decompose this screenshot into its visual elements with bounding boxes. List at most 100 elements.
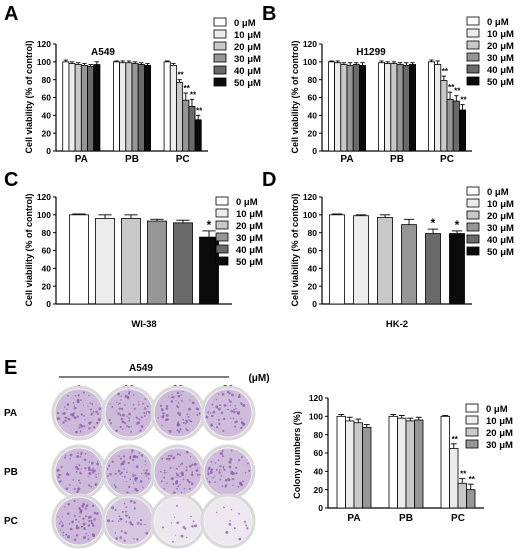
colony-dot [175, 400, 177, 402]
colony-dot [171, 522, 173, 524]
colony-dot [133, 507, 136, 510]
legend-swatch [215, 208, 229, 218]
colony-dot [223, 468, 226, 471]
colony-dot [63, 412, 66, 415]
colony-dot [189, 399, 191, 401]
colony-dot [64, 456, 67, 459]
bar [334, 62, 342, 152]
colony-dot [176, 453, 179, 456]
colony-dot [237, 395, 241, 399]
colony-dot [108, 418, 111, 422]
colony-dot [64, 419, 67, 422]
colony-dot [162, 414, 165, 417]
colony-dot [214, 475, 216, 477]
colony-dot [171, 394, 173, 396]
colony-dot [80, 472, 82, 475]
colony-dot [180, 492, 183, 494]
colony-dot [246, 527, 249, 530]
colony-dot [229, 404, 232, 406]
bar [147, 220, 167, 305]
colony-dot [85, 532, 88, 535]
colony-dot [75, 534, 79, 537]
legend-swatch [466, 28, 480, 38]
bar [457, 482, 467, 509]
y-tick-label: 0 [46, 299, 51, 309]
colony-dot [179, 428, 182, 431]
colony-dot [144, 408, 147, 410]
legend-swatch [465, 415, 479, 425]
colony-dot [144, 464, 146, 466]
colony-dot [241, 456, 243, 458]
colony-dot [134, 474, 137, 477]
colony-dot [180, 412, 182, 414]
legend-label: 30 μM [487, 53, 514, 64]
bar [449, 448, 459, 509]
colony-dot [78, 426, 81, 429]
colony-dot [80, 399, 82, 401]
colony-dot [71, 520, 75, 524]
colony-dot [68, 484, 71, 486]
colony-dot [87, 475, 90, 478]
y-tick-label: 120 [303, 39, 317, 49]
plate-row-label: PC [4, 516, 18, 527]
colony-dot [227, 478, 229, 480]
colony-dot [163, 487, 166, 490]
legend-swatch [213, 65, 227, 75]
colony-dot [114, 532, 117, 534]
colony-dot [168, 396, 170, 398]
colony-dot [67, 417, 71, 421]
colony-dot [146, 411, 148, 413]
colony-plate [150, 493, 206, 549]
colony-dot [93, 518, 96, 521]
colony-dot [178, 411, 180, 414]
colony-dot [234, 425, 237, 428]
colony-dot [90, 408, 92, 411]
category-label: PC [451, 513, 465, 524]
colony-dot [185, 466, 188, 468]
colony-dot [182, 418, 185, 421]
colony-plate [51, 385, 107, 441]
y-axis-label: Colony numbers (%) [292, 411, 302, 499]
colony-dot [236, 410, 238, 413]
colony-dot [114, 485, 117, 488]
colony-dot [188, 487, 191, 490]
colony-dot [223, 506, 225, 509]
colony-dot [97, 460, 99, 463]
colony-dot [69, 458, 71, 460]
significance-mark: * [207, 218, 212, 232]
colony-dot [170, 396, 172, 398]
colony-dot [75, 430, 78, 434]
plate-row-label: PB [4, 467, 18, 478]
colony-dot [95, 474, 97, 476]
colony-dot [221, 485, 224, 487]
y-tick-label: 20 [314, 485, 324, 495]
colony-dot [219, 478, 222, 481]
colony-dot [125, 510, 127, 513]
legend-swatch [466, 16, 480, 26]
colony-dot [159, 404, 163, 407]
colony-dot [74, 514, 77, 517]
significance-mark: ** [196, 106, 203, 115]
legend-swatch [215, 232, 229, 242]
y-axis-label: Cell viability (% of control) [24, 40, 34, 153]
colony-dot [224, 485, 227, 488]
colony-dot [232, 417, 235, 420]
colony-dot [73, 499, 76, 502]
colony-dot [82, 522, 86, 526]
colony-dot [218, 471, 221, 474]
colony-dot [119, 426, 122, 429]
y-tick-label: 100 [37, 210, 51, 220]
y-tick-label: 40 [308, 111, 318, 121]
bar [377, 62, 385, 152]
colony-dot [221, 412, 224, 415]
colony-dot [160, 480, 163, 483]
colony-dot [119, 517, 123, 521]
colony-dot [124, 514, 128, 517]
colony-dot [90, 485, 93, 488]
colony-dot [237, 411, 240, 415]
y-tick-label: 0 [46, 146, 51, 156]
colony-dot [217, 393, 220, 395]
colony-dot [84, 507, 87, 510]
